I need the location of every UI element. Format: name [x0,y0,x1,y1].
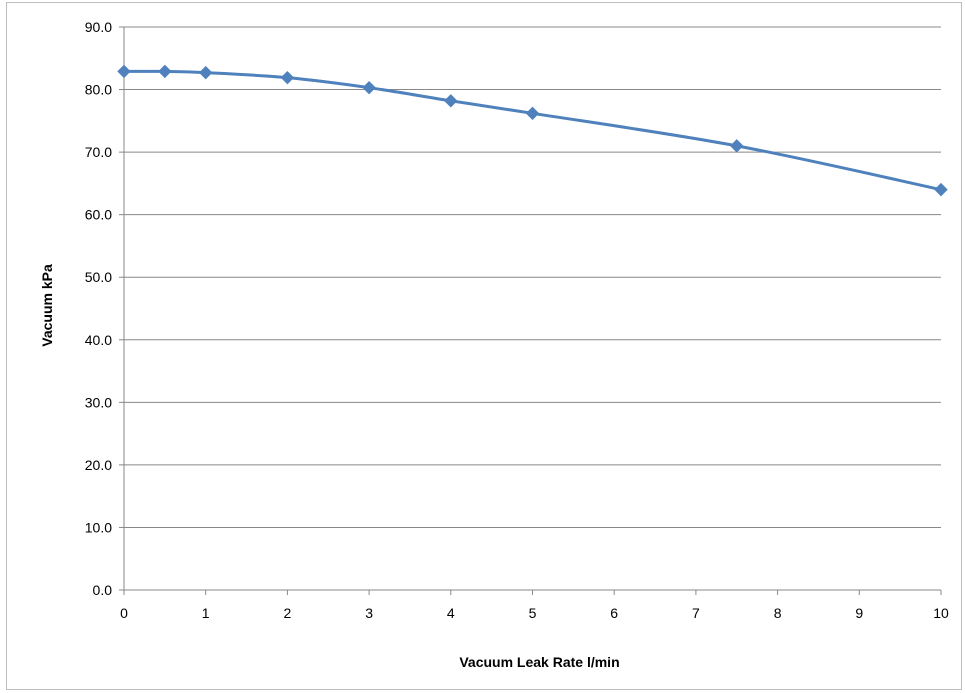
data-point-marker [117,64,131,79]
x-tick-label: 8 [774,605,782,621]
x-axis-ticks: 0 1 2 3 4 5 6 7 8 9 10 [120,590,949,621]
x-tick-label: 10 [933,605,949,621]
series-layer [117,64,948,197]
x-tick-label: 3 [365,605,373,621]
gridlines [124,26,941,528]
y-tick-label: 70.0 [85,144,112,160]
x-tick-label: 4 [447,605,455,621]
y-tick-label: 60.0 [85,207,112,223]
data-point-marker [362,80,376,95]
y-tick-label: 50.0 [85,269,112,285]
y-tick-label: 30.0 [85,394,112,410]
x-tick-label: 1 [202,605,210,621]
y-tick-label: 10.0 [85,519,112,535]
data-point-marker [280,70,295,85]
x-axis-title: Vacuum Leak Rate l/min [459,654,619,670]
data-point-marker [158,64,172,79]
y-tick-label: 40.0 [85,332,112,348]
data-point-marker [730,139,744,153]
chart-area [6,2,962,690]
x-tick-label: 6 [610,605,618,621]
data-point-marker [525,106,540,121]
x-tick-label: 9 [855,605,863,621]
y-axis-ticks: 0.0 10.0 20.0 30.0 40.0 50.0 60.0 70.0 80.0 90.0 [85,19,124,598]
y-tick-label: 80.0 [85,82,112,98]
y-tick-label: 90.0 [85,19,112,35]
x-tick-label: 7 [692,605,700,621]
data-point-marker [198,65,213,80]
y-tick-label: 20.0 [85,457,112,473]
data-point-marker [934,182,948,197]
x-tick-label: 0 [120,605,128,621]
data-point-marker [444,94,458,108]
y-axis-title: Vacuum kPa [39,264,55,347]
y-tick-label: 0.0 [93,582,113,598]
x-tick-label: 2 [284,605,292,621]
x-tick-label: 5 [529,605,537,621]
